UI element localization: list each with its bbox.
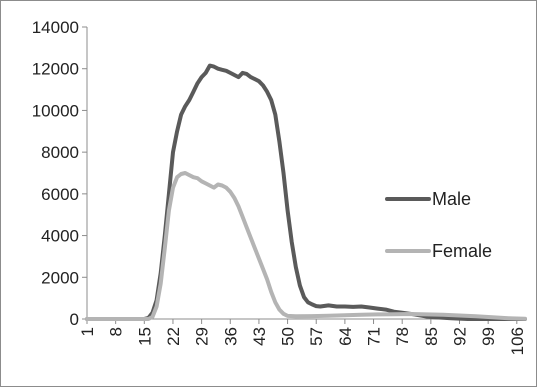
legend: Male Female	[385, 189, 492, 261]
legend-label-male: Male	[432, 189, 471, 209]
x-tick-label: 36	[221, 327, 240, 346]
x-tick-label: 22	[164, 327, 183, 346]
legend-label-female: Female	[432, 241, 492, 261]
y-tick-label: 4000	[41, 227, 79, 246]
x-tick-label: 15	[135, 327, 154, 346]
x-tick-label: 85	[422, 327, 441, 346]
x-tick-label: 64	[336, 327, 355, 346]
y-tick-label: 8000	[41, 143, 79, 162]
x-axis: 1 8 15 22 29 36 43 50 57 64 71 78 85 92 99 106	[78, 318, 527, 355]
x-tick-label: 8	[107, 327, 126, 336]
y-tick-label: 10000	[32, 101, 79, 120]
x-tick-label: 99	[479, 327, 498, 346]
x-tick-label: 43	[250, 327, 269, 346]
y-tick-label: 6000	[41, 185, 79, 204]
y-tick-label: 14000	[32, 18, 79, 37]
x-tick-label: 92	[451, 327, 470, 346]
x-tick-label: 50	[279, 327, 298, 346]
x-tick-label: 57	[307, 327, 326, 346]
x-tick-label: 106	[508, 327, 527, 355]
series-layer	[85, 63, 527, 321]
y-tick-label: 0	[70, 310, 79, 329]
y-tick-label: 2000	[41, 268, 79, 287]
y-tick-label: 12000	[32, 60, 79, 79]
x-tick-label: 29	[193, 327, 212, 346]
y-axis: 0 2000 4000 6000 8000 10000 12000 14000	[32, 18, 88, 329]
x-tick-label: 78	[393, 327, 412, 346]
x-tick-label: 1	[78, 327, 97, 336]
x-tick-label: 71	[365, 327, 384, 346]
series-line-male	[85, 63, 527, 321]
series-line-female	[85, 171, 527, 321]
